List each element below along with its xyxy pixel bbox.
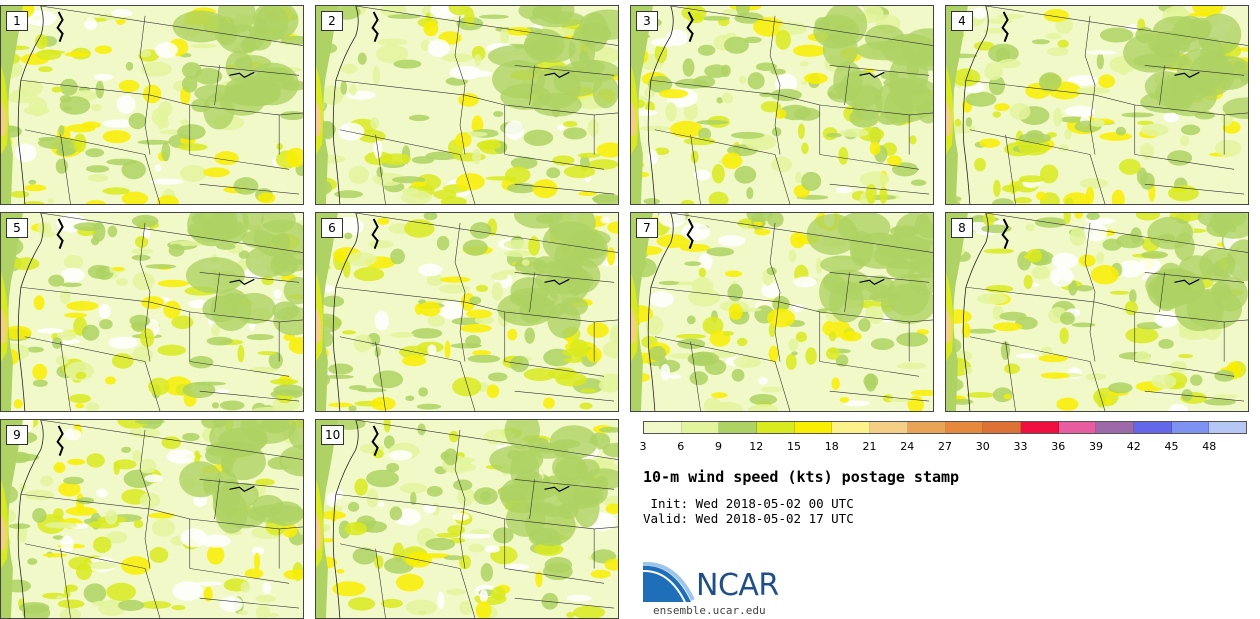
colorbar-tick-label: 15 — [787, 440, 801, 453]
colorbar-tick-label: 36 — [1051, 440, 1066, 453]
colorbar-segment — [1209, 422, 1246, 433]
colorbar-segment — [1096, 422, 1134, 433]
colorbar-tick-label: 39 — [1089, 440, 1103, 453]
colorbar-tick-label: 21 — [862, 440, 877, 453]
ensemble-member-map-8: 8 — [945, 212, 1249, 412]
ensemble-member-map-5: 5 — [0, 212, 304, 412]
colorbar-tick-label: 24 — [900, 440, 915, 453]
ncar-logo-icon — [643, 562, 695, 603]
member-number-label: 6 — [321, 218, 343, 238]
colorbar-tick-label: 18 — [824, 440, 839, 453]
colorbar-tick-label: 48 — [1202, 440, 1217, 453]
valid-time: Valid: Wed 2018-05-02 17 UTC — [643, 511, 854, 526]
member-number-label: 3 — [636, 11, 658, 31]
colorbar-segment — [1133, 422, 1172, 433]
colorbar-segment — [1020, 422, 1059, 433]
colorbar-tick-labels: 3 6 9 12 15 18 21 24 27 30 33 36 39 42 45 48 — [639, 440, 1247, 454]
ensemble-url: ensemble.ucar.edu — [653, 604, 766, 617]
colorbar-tick-label: 33 — [1013, 440, 1028, 453]
ensemble-member-map-10: 10 — [315, 419, 619, 619]
member-number-label: 7 — [636, 218, 658, 238]
colorbar-tick-label: 45 — [1164, 440, 1179, 453]
colorbar-segment — [719, 422, 758, 433]
colorbar-segment — [945, 422, 984, 433]
colorbar-segment — [644, 422, 682, 433]
ensemble-member-map-1: 1 — [0, 5, 304, 205]
member-number-label: 2 — [321, 11, 343, 31]
colorbar-segment — [794, 422, 833, 433]
colorbar-tick-label: 30 — [975, 440, 990, 453]
chart-title: 10-m wind speed (kts) postage stamp — [643, 468, 960, 486]
ncar-logo-text: NCAR — [696, 568, 779, 603]
colorbar-segment — [983, 422, 1021, 433]
member-number-label: 8 — [951, 218, 973, 238]
wind-speed-colorbar — [643, 421, 1247, 434]
ensemble-member-map-2: 2 — [315, 5, 619, 205]
ensemble-member-map-3: 3 — [630, 5, 934, 205]
colorbar-segment — [1171, 422, 1210, 433]
member-number-label: 9 — [6, 425, 28, 445]
ensemble-member-map-9: 9 — [0, 419, 304, 619]
colorbar-segment — [1058, 422, 1097, 433]
ensemble-member-map-7: 7 — [630, 212, 934, 412]
colorbar-tick-label: 3 — [639, 440, 647, 453]
colorbar-tick-label: 42 — [1126, 440, 1141, 453]
ensemble-member-map-4: 4 — [945, 5, 1249, 205]
colorbar-segment — [907, 422, 946, 433]
colorbar-segment — [870, 422, 908, 433]
colorbar-segment — [757, 422, 795, 433]
member-number-label: 4 — [951, 11, 973, 31]
colorbar-tick-label: 27 — [938, 440, 952, 453]
colorbar-tick-label: 12 — [749, 440, 764, 453]
colorbar-segment — [681, 422, 720, 433]
member-number-label: 1 — [6, 11, 28, 31]
colorbar-tick-label: 9 — [715, 440, 722, 453]
colorbar-tick-label: 6 — [677, 440, 685, 453]
ensemble-member-map-6: 6 — [315, 212, 619, 412]
member-number-label: 5 — [6, 218, 28, 238]
init-time: Init: Wed 2018-05-02 00 UTC — [643, 496, 854, 511]
colorbar-segment — [832, 422, 871, 433]
member-number-label: 10 — [321, 425, 345, 445]
